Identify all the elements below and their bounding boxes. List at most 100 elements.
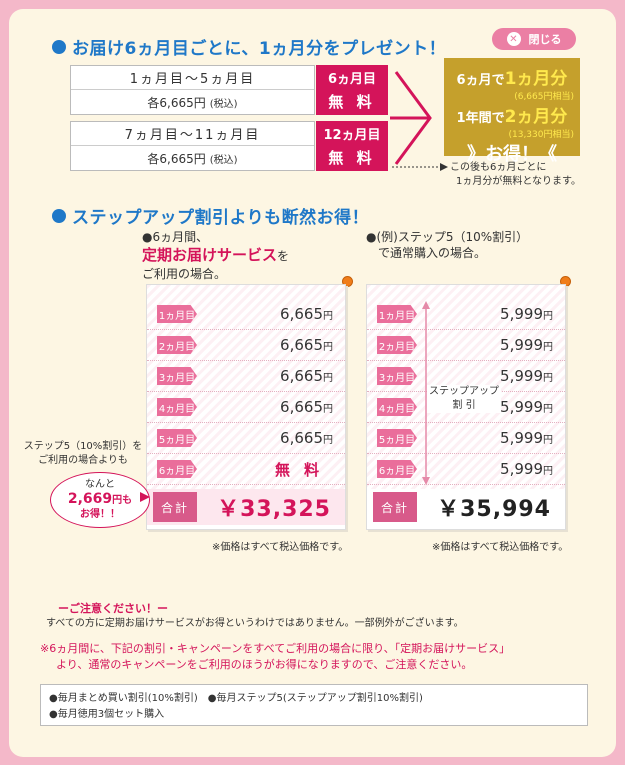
row-price: 6,665円: [280, 429, 333, 447]
price-value: 5,999: [500, 305, 543, 323]
table-row: 5ヵ月目 5,999円: [367, 423, 565, 454]
row-price: 5,999円: [500, 305, 553, 323]
savings-6months: 6ヵ月で1ヵ月分: [444, 64, 580, 89]
intro-service: 定期お届けサービスを: [142, 245, 289, 266]
service-name: 定期お届けサービス: [142, 246, 278, 264]
intro-line: で通常購入の場合。: [378, 246, 487, 260]
compare-title-text: ステップアップ割引よりも断然お得！: [72, 208, 370, 228]
free-value: 無料: [274, 460, 333, 479]
price-value: 5,999: [500, 398, 543, 416]
row-price: 5,999円: [500, 367, 553, 385]
price-value: 6,665: [280, 336, 323, 354]
price-unit: 円: [323, 342, 333, 353]
intro-line: ご利用の場合。: [142, 267, 227, 281]
caution-red-line: ※6ヵ月間に、下記の割引・キャンペーンをすべてご利用の場合に限り、「定期お届けサ…: [40, 642, 511, 655]
price-unit: 円: [543, 342, 553, 353]
table-row: 1ヵ月目 5,999円: [367, 299, 565, 330]
price-unit: 円: [543, 404, 553, 415]
price-unit: 円: [323, 373, 333, 384]
total-label: 合計: [153, 492, 197, 522]
bubble-amount-unit: 円も: [112, 495, 133, 506]
month-tag: 5ヵ月目: [377, 429, 417, 447]
month-tag: 1ヵ月目: [157, 305, 197, 323]
row-price: 5,999円: [500, 398, 553, 416]
left-intro: ●6ヵ月間、 定期お届けサービスを ご利用の場合。: [142, 229, 289, 282]
price-unit: 円: [323, 311, 333, 322]
caution-heading: ーご注意ください！ー: [58, 602, 168, 615]
caution-red: ※6ヵ月間に、下記の割引・キャンペーンをすべてご利用の場合に限り、「定期お届けサ…: [40, 641, 510, 673]
savings-amount: 2ヵ月分: [504, 107, 568, 127]
caution-red-line: より、通常のキャンペーンをご利用のほうがお得になりますので、ご注意ください。: [56, 658, 473, 671]
price-value: 6,665: [280, 429, 323, 447]
right-price-card: 1ヵ月目 5,999円 2ヵ月目 5,999円 3ヵ月目 5,999円 4ヵ月目…: [366, 284, 566, 530]
price-value: 6,665: [280, 305, 323, 323]
tax-text: (税込): [209, 154, 238, 166]
section-title-compare: ステップアップ割引よりも断然お得！: [52, 203, 369, 228]
bubble-amount-value: 2,669: [67, 491, 113, 507]
table-row: 1ヵ月目 6,665円: [147, 299, 345, 330]
dotted-arrow: [392, 163, 448, 171]
price-each: 各6,665円 (税込): [71, 146, 314, 170]
table-row: 4ヵ月目 6,665円: [147, 392, 345, 423]
bubble-line: なんと: [85, 479, 115, 490]
total-row: 合計 ￥35,994: [367, 489, 565, 525]
row-price: 6,665円: [280, 367, 333, 385]
bullet-icon: [52, 39, 66, 54]
savings-label: 1年間で: [456, 111, 505, 126]
table-row: 6ヵ月目 5,999円: [367, 454, 565, 485]
intro-suffix: を: [277, 249, 290, 263]
caution-list-item: ●毎月まとめ買い割引(10%割引) ●毎月ステップ5(ステップアップ割引10%割…: [49, 693, 423, 704]
price-unit: 円: [323, 435, 333, 446]
bubble-amount: 2,669円も: [51, 492, 149, 508]
month-tag: 3ヵ月目: [157, 367, 197, 385]
free-month: 12ヵ月目: [323, 128, 381, 143]
row-price: 6,665円: [280, 305, 333, 323]
savings-note: (13,330円相当): [508, 130, 574, 140]
tax-text: (税込): [209, 98, 238, 110]
step-label-line: 割 引: [452, 400, 476, 411]
caution-list-item: ●毎月徳用3個セット購入: [49, 709, 165, 720]
step-up-label: ステップアップ 割 引: [427, 385, 501, 413]
table-row: 6ヵ月目 無料: [147, 454, 345, 485]
present-row-1: 1ヵ月目〜5ヵ月目 各6,665円 (税込): [70, 65, 315, 115]
month-tag: 2ヵ月目: [157, 336, 197, 354]
caution-text: すべての方に定期お届けサービスがお得というわけではありません。一部例外がございま…: [46, 618, 464, 629]
price-value: 6,665: [280, 367, 323, 385]
month-tag: 6ヵ月目: [157, 460, 197, 478]
section-title-present: お届け6ヵ月目ごとに、1ヵ月分をプレゼント！: [52, 34, 446, 59]
close-icon: ✕: [506, 32, 521, 46]
price-value: 5,999: [500, 460, 543, 478]
after-note: この後も6ヵ月ごとに 1ヵ月分が無料となります。: [450, 161, 581, 189]
price-unit: 円: [543, 311, 553, 322]
row-price: 6,665円: [280, 398, 333, 416]
row-price: 5,999円: [500, 429, 553, 447]
price-unit: 円: [543, 466, 553, 477]
close-button[interactable]: ✕ 閉じる: [492, 28, 576, 50]
close-label: 閉じる: [528, 33, 562, 46]
chevron-right-icon: [390, 71, 432, 165]
side-note-line: ステップ5（10%割引）を: [23, 441, 143, 452]
month-tag: 3ヵ月目: [377, 367, 417, 385]
table-row: 3ヵ月目 5,999円: [367, 361, 565, 392]
price-text: 各6,665円: [147, 151, 206, 166]
otoku-label: 》お得！《: [467, 144, 557, 165]
savings-note: (6,665円相当): [514, 92, 574, 102]
present-title-text: お届け6ヵ月目ごとに、1ヵ月分をプレゼント！: [72, 39, 447, 59]
table-row: 2ヵ月目 5,999円: [367, 330, 565, 361]
savings-bubble: なんと 2,669円も お得！！: [50, 472, 150, 528]
table-row: 4ヵ月目 5,999円: [367, 392, 565, 423]
price-unit: 円: [543, 435, 553, 446]
table-row: 3ヵ月目 6,665円: [147, 361, 345, 392]
pin-icon: [342, 276, 353, 287]
price-value: 5,999: [500, 429, 543, 447]
price-each: 各6,665円 (税込): [71, 90, 314, 114]
free-month: 6ヵ月目: [327, 72, 377, 87]
month-tag: 4ヵ月目: [377, 398, 417, 416]
price-unit: 円: [323, 404, 333, 415]
price-text: 各6,665円: [147, 95, 206, 110]
savings-box: 6ヵ月で1ヵ月分 (6,665円相当) 1年間で2ヵ月分 (13,330円相当)…: [444, 58, 580, 165]
price-value: 6,665: [280, 398, 323, 416]
table-row: 5ヵ月目 6,665円: [147, 423, 345, 454]
row-price: 5,999円: [500, 460, 553, 478]
price-value: 5,999: [500, 336, 543, 354]
